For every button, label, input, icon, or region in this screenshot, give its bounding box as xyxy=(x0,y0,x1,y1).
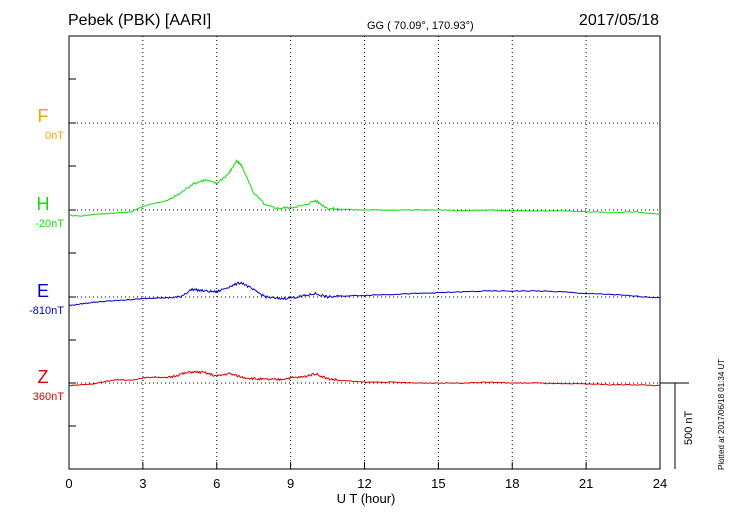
x-tick-label: 9 xyxy=(287,476,294,491)
channel-name-h: H xyxy=(37,194,50,214)
x-tick-label: 12 xyxy=(357,476,371,491)
x-tick-label: 3 xyxy=(139,476,146,491)
x-tick-label: 6 xyxy=(213,476,220,491)
x-tick-label: 21 xyxy=(579,476,593,491)
channel-baseline-z: 360nT xyxy=(33,391,64,403)
channel-baseline-e: -810nT xyxy=(29,305,64,317)
scale-bar: 500 nT xyxy=(660,382,695,469)
x-axis-label: U T (hour) xyxy=(337,491,396,506)
channel-baseline-f: 0nT xyxy=(45,130,64,142)
coordinates-label: GG ( 70.09°, 170.93°) xyxy=(367,20,474,32)
series-line-e xyxy=(68,281,661,307)
date-label: 2017/05/18 xyxy=(578,12,659,29)
series-line-h xyxy=(68,159,661,217)
series-line-z xyxy=(68,370,661,387)
station-title: Pebek (PBK) [AARI] xyxy=(68,12,212,29)
x-axis-ticks: 0 3 6 9 12 15 18 21 24 xyxy=(65,35,667,491)
grid-lines xyxy=(69,36,660,469)
x-tick-label: 0 xyxy=(65,476,72,491)
x-tick-label: 24 xyxy=(653,476,667,491)
scale-bar-label: 500 nT xyxy=(683,410,695,445)
channel-baseline-h: -20nT xyxy=(35,218,64,230)
series-lines xyxy=(68,159,661,387)
channel-name-e: E xyxy=(37,281,49,301)
plotted-note: Plotted at 2017/06/18 01:34 UT xyxy=(717,359,726,470)
channel-name-f: F xyxy=(38,106,49,126)
x-tick-label: 18 xyxy=(505,476,519,491)
channel-labels: F 0nT H -20nT E -810nT Z 360nT xyxy=(29,106,64,403)
channel-name-z: Z xyxy=(38,367,49,387)
x-tick-label: 15 xyxy=(431,476,445,491)
